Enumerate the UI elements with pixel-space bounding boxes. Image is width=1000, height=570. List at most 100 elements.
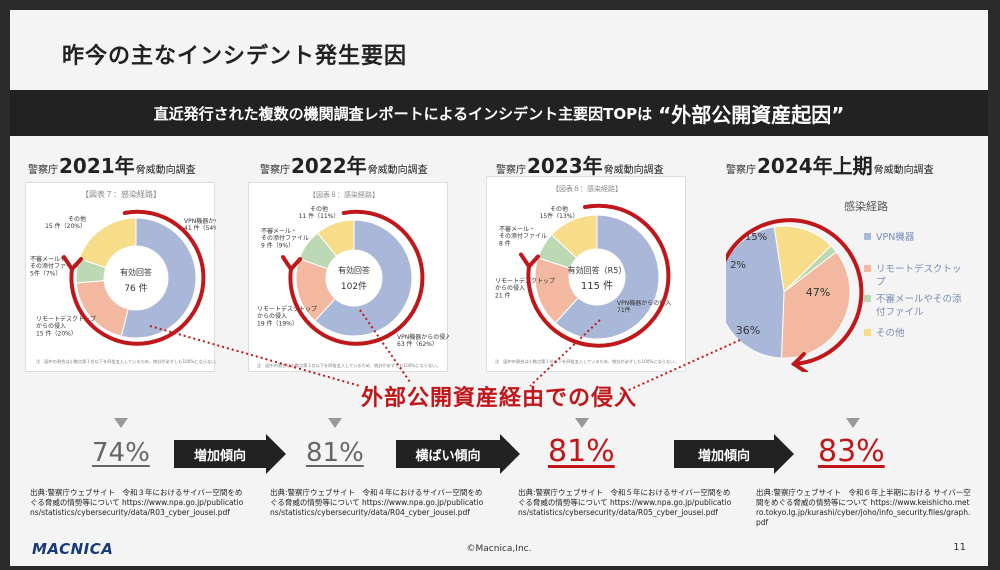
- connector-line: [359, 309, 411, 383]
- arrow-head-icon: [500, 434, 520, 474]
- headline-banner: 直近発行された複数の機関調査レポートによるインシデント主要因TOPは “外部公開…: [10, 90, 988, 136]
- citation-2023: 出典:警察庁ウェブサイト 令和５年におけるサイバー空間をめぐる脅威の情勢等につい…: [518, 488, 732, 517]
- legend-item-cont: 付ファイル: [876, 307, 924, 318]
- slice-label: 2%: [730, 260, 746, 271]
- chart-panel-2022: 【図表８：感染経路】有効回答 102件 その他 11 件（11%） 不審メール・その添付…: [248, 182, 451, 372]
- pie-slice: [780, 251, 851, 359]
- red-circle-annotation: [69, 209, 206, 346]
- trend-arrow-3: 増加傾向: [674, 434, 794, 474]
- panel-title: 感染経路: [844, 199, 888, 213]
- panel-note: 注 図中の割合は小数点第１位以下を四捨五入しているため、統計が必ずしも100%に…: [257, 362, 441, 369]
- legend-item: その他: [876, 327, 905, 339]
- red-arrowhead-icon: [519, 252, 540, 270]
- slice-label: リモートデスクトップからの侵入 21 件: [495, 277, 555, 299]
- connector-lines: [149, 309, 741, 395]
- source-agency: 警察庁: [726, 165, 756, 176]
- year-label: 2023年: [527, 154, 603, 178]
- panel-title: 【図表７：感染経路】: [81, 189, 161, 199]
- source-agency: 警察庁: [260, 165, 290, 176]
- donut-center-label: 有効回答: [338, 265, 370, 275]
- pie-slice: [773, 225, 832, 294]
- report-kind: 脅威動向調査: [135, 165, 196, 176]
- source-agency: 警察庁: [496, 165, 526, 176]
- page-number: 11: [953, 542, 966, 553]
- legend-item: リモートデスクトッ: [876, 263, 962, 275]
- trend-label: 横ばい傾向: [396, 440, 500, 468]
- donut-center-label: 有効回答（R5）: [568, 265, 627, 275]
- legend-swatch: [864, 233, 871, 240]
- red-circle-annotation: [722, 218, 864, 366]
- report-kind: 脅威動向調査: [603, 165, 664, 176]
- slice-label: その他 11 件（11%）: [299, 205, 340, 220]
- red-arrowhead-icon: [790, 352, 808, 374]
- citation-2024: 出典:警察庁ウェブサイト 令和６年上半期における サイバー空間をめぐる脅威の情勢…: [756, 488, 971, 527]
- slice-label: VPN機器からの侵入41 件（54%）: [184, 217, 216, 232]
- percent-2024: 83%: [818, 434, 885, 469]
- connector-line: [149, 325, 361, 387]
- pie-slice: [316, 219, 355, 257]
- slice-label: リモートデスクトップからの侵入 15 件（20%）: [36, 315, 96, 337]
- legend-swatch: [864, 295, 871, 302]
- down-triangle-icon: [328, 418, 342, 428]
- conclusion-label: 外部公開資産経由での侵入: [360, 386, 637, 411]
- down-triangle-icon: [114, 418, 128, 428]
- arrow-head-icon: [266, 434, 286, 474]
- donut-center-value: 115 件: [581, 280, 613, 292]
- year-header-2021: 警察庁2021年脅威動向調査: [28, 150, 196, 179]
- donut-center-value: 76 件: [124, 282, 147, 294]
- trend-arrow-1: 増加傾向: [174, 434, 286, 474]
- pie-slice: [314, 219, 413, 337]
- connector-line: [529, 319, 601, 387]
- legend-item: VPN機器: [876, 231, 915, 243]
- chart-panel-2024: 感染経路 15% 2% 47% 36% VPN機器 リモートデスクトップ不審メールやその添付…: [717, 192, 976, 374]
- panel-title: 【図表８：感染経路】: [309, 190, 379, 199]
- copyright: ©Macnica,Inc.: [466, 544, 532, 554]
- trend-label: 増加傾向: [674, 440, 774, 468]
- citation-2021: 出典:警察庁ウェブサイト 令和３年におけるサイバー空間をめぐる脅威の情勢等につい…: [30, 488, 244, 517]
- slice-label: 不審メール・その添付ファイル 8 件: [499, 225, 547, 247]
- chart-2024: 感染経路 15% 2% 47% 36% VPN機器リモートデスクトップ不審メールやその添付…: [717, 199, 962, 374]
- down-triangle-icon: [846, 418, 860, 428]
- percent-2021: 74%: [92, 438, 150, 468]
- slide: 昨今の主なインシデント発生要因 直近発行された複数の機関調査レポートによるインシ…: [10, 10, 988, 566]
- source-agency: 警察庁: [28, 165, 58, 176]
- chart-panel-2023: 【図表８：感染経路】 有効回答（R5） 115 件 その他 15件（13%） 不審メール・…: [486, 176, 686, 372]
- pie-slice: [78, 217, 137, 269]
- citation-2022: 出典:警察庁ウェブサイト 令和４年におけるサイバー空間をめぐる脅威の情勢等につい…: [270, 488, 484, 517]
- pie-slice: [550, 214, 598, 259]
- donut-center-value: 102件: [341, 280, 367, 292]
- year-label: 2022年: [291, 154, 367, 178]
- slice-label: 不審メールやその添付ファイル 5件（7%）: [30, 255, 78, 277]
- chart-2023: 【図表８：感染経路】有効回答（R5） 115 件 その他 15件（13%） 不審メール・…: [495, 184, 679, 365]
- arrow-head-icon: [774, 434, 794, 474]
- slice-label: 不審メール・その添付ファイル 9 件（9%）: [261, 227, 309, 249]
- legend-swatch: [864, 329, 871, 336]
- banner-text: 直近発行された複数の機関調査レポートによるインシデント主要因TOPは: [153, 104, 653, 123]
- legend-item: 不審メールやその添: [876, 293, 962, 305]
- year-header-2023: 警察庁2023年脅威動向調査: [496, 150, 664, 179]
- legend-item-cont: プ: [876, 277, 886, 288]
- slice-label: その他 15 件（20%）: [45, 215, 86, 230]
- year-header-2022: 警察庁2022年脅威動向調査: [260, 150, 428, 179]
- panel-note: 注 図中の割合は小数点第１位以下を四捨五入しているため、統計が必ずしも100%に…: [495, 358, 679, 365]
- red-arrowhead-icon: [62, 255, 83, 273]
- percent-2022: 81%: [306, 438, 364, 468]
- red-arrowhead-icon: [281, 255, 302, 273]
- down-triangle-icon: [575, 418, 589, 428]
- slice-label: リモートデスクトップからの侵入 19 件（19%）: [257, 305, 317, 327]
- donut-center-label: 有効回答: [120, 267, 152, 277]
- page-title: 昨今の主なインシデント発生要因: [62, 44, 408, 69]
- year-header-2024: 警察庁2024年上期脅威動向調査: [726, 150, 934, 179]
- year-label: 2024年上期: [757, 154, 873, 178]
- red-circle-annotation: [526, 203, 671, 348]
- pie-slice: [120, 217, 197, 339]
- percent-2023: 81%: [548, 434, 615, 469]
- slice-label: 15%: [745, 232, 767, 243]
- year-label: 2021年: [59, 154, 135, 178]
- report-kind: 脅威動向調査: [367, 165, 428, 176]
- trend-arrow-2: 横ばい傾向: [396, 434, 520, 474]
- red-circle-annotation: [288, 209, 425, 346]
- trend-label: 増加傾向: [174, 440, 266, 468]
